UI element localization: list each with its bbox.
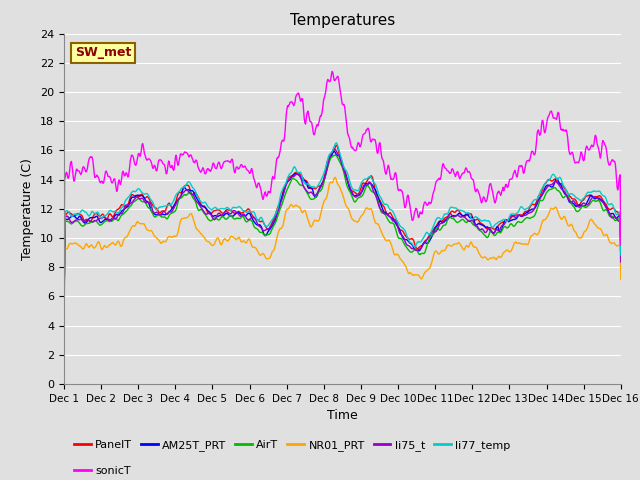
Legend: sonicT: sonicT bbox=[70, 461, 135, 480]
AirT bbox=[480, 232, 488, 238]
sonicT bbox=[480, 194, 488, 200]
AirT bbox=[332, 152, 339, 158]
NR01_PRT bbox=[332, 175, 339, 180]
AirT bbox=[60, 300, 68, 306]
PanelT bbox=[298, 173, 306, 179]
Line: PanelT: PanelT bbox=[64, 145, 621, 300]
AM25T_PRT bbox=[617, 255, 625, 261]
AM25T_PRT bbox=[457, 212, 465, 217]
PanelT bbox=[541, 180, 549, 186]
li75_t bbox=[331, 146, 339, 152]
li77_temp bbox=[205, 205, 212, 211]
Line: li77_temp: li77_temp bbox=[64, 143, 621, 298]
sonicT bbox=[121, 173, 129, 179]
NR01_PRT bbox=[457, 243, 465, 249]
sonicT bbox=[541, 129, 549, 135]
li75_t bbox=[298, 179, 306, 184]
Title: Temperatures: Temperatures bbox=[290, 13, 395, 28]
AirT bbox=[205, 217, 212, 223]
li77_temp bbox=[617, 252, 625, 258]
NR01_PRT bbox=[205, 239, 212, 245]
PanelT bbox=[121, 203, 129, 209]
Line: sonicT: sonicT bbox=[64, 72, 621, 248]
li77_temp bbox=[333, 140, 340, 146]
AM25T_PRT bbox=[205, 209, 212, 215]
sonicT bbox=[328, 69, 336, 74]
PanelT bbox=[457, 212, 465, 217]
li75_t bbox=[121, 204, 129, 210]
AirT bbox=[298, 182, 306, 188]
li75_t bbox=[541, 187, 549, 193]
PanelT bbox=[333, 143, 340, 148]
sonicT bbox=[60, 245, 68, 251]
sonicT bbox=[205, 168, 212, 173]
li77_temp bbox=[60, 295, 68, 301]
li77_temp bbox=[457, 207, 465, 213]
PanelT bbox=[60, 298, 68, 303]
X-axis label: Time: Time bbox=[327, 409, 358, 422]
NR01_PRT bbox=[617, 276, 625, 282]
AM25T_PRT bbox=[330, 148, 338, 154]
PanelT bbox=[205, 211, 212, 216]
li75_t bbox=[60, 298, 68, 304]
Y-axis label: Temperature (C): Temperature (C) bbox=[22, 158, 35, 260]
li77_temp bbox=[121, 200, 129, 205]
AM25T_PRT bbox=[298, 177, 306, 182]
Text: SW_met: SW_met bbox=[75, 47, 131, 60]
NR01_PRT bbox=[121, 235, 129, 241]
li77_temp bbox=[480, 217, 488, 223]
li75_t bbox=[457, 214, 465, 220]
sonicT bbox=[298, 96, 306, 101]
AM25T_PRT bbox=[541, 184, 549, 190]
NR01_PRT bbox=[480, 254, 488, 260]
li75_t bbox=[480, 228, 488, 234]
li77_temp bbox=[298, 173, 306, 179]
NR01_PRT bbox=[60, 313, 68, 319]
PanelT bbox=[480, 222, 488, 228]
AM25T_PRT bbox=[60, 299, 68, 304]
PanelT bbox=[617, 257, 625, 263]
AirT bbox=[457, 217, 465, 223]
AirT bbox=[541, 192, 549, 198]
Line: AM25T_PRT: AM25T_PRT bbox=[64, 151, 621, 301]
li75_t bbox=[617, 259, 625, 265]
Line: NR01_PRT: NR01_PRT bbox=[64, 178, 621, 316]
AirT bbox=[121, 210, 129, 216]
li75_t bbox=[205, 210, 212, 216]
AM25T_PRT bbox=[121, 206, 129, 212]
sonicT bbox=[617, 242, 625, 248]
AirT bbox=[617, 259, 625, 264]
sonicT bbox=[457, 173, 465, 179]
NR01_PRT bbox=[298, 209, 306, 215]
li77_temp bbox=[541, 180, 549, 186]
AM25T_PRT bbox=[480, 223, 488, 228]
NR01_PRT bbox=[541, 216, 549, 222]
Line: AirT: AirT bbox=[64, 155, 621, 303]
Line: li75_t: li75_t bbox=[64, 149, 621, 301]
